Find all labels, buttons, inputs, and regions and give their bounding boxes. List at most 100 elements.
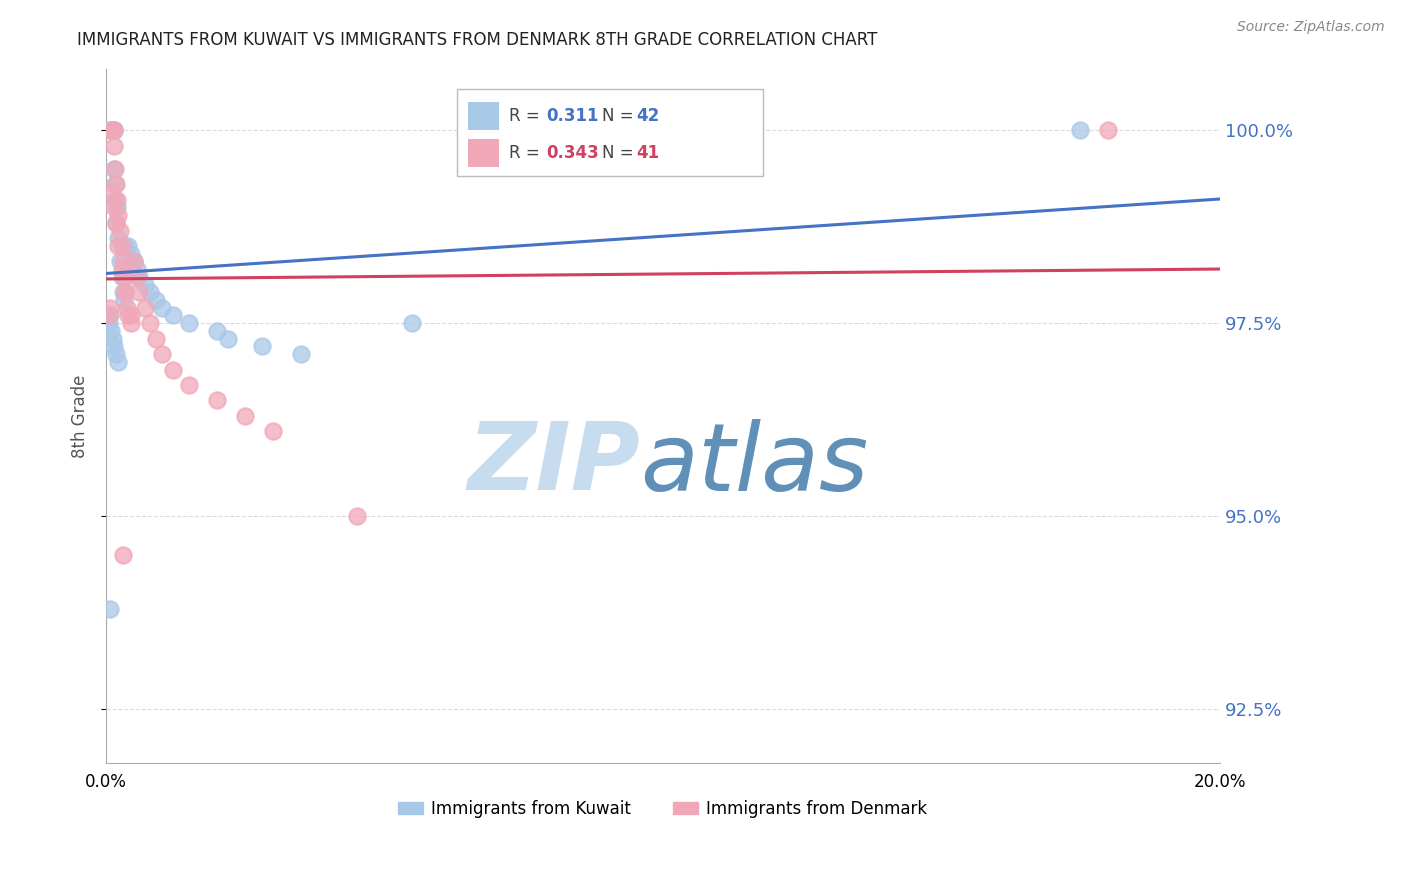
Point — [128, 269, 150, 284]
Point — [150, 301, 173, 315]
Point — [111, 254, 134, 268]
Text: IMMIGRANTS FROM KUWAIT VS IMMIGRANTS FROM DENMARK 8TH GRADE CORRELATION CHART: IMMIGRANTS FROM KUWAIT VS IMMIGRANTS FRO… — [77, 31, 877, 49]
Point — [98, 301, 121, 315]
Point — [112, 293, 135, 307]
Point — [111, 548, 134, 562]
Point — [179, 378, 201, 392]
Point — [103, 123, 125, 137]
Point — [150, 347, 173, 361]
Point — [207, 393, 229, 408]
Point — [105, 193, 128, 207]
Point — [145, 293, 167, 307]
Point — [290, 347, 312, 361]
Point — [103, 123, 125, 137]
Point — [101, 332, 124, 346]
Point — [250, 339, 273, 353]
Point — [105, 201, 128, 215]
Point — [100, 185, 122, 199]
Point — [179, 316, 201, 330]
Point — [107, 239, 129, 253]
Point — [103, 123, 125, 137]
Point — [112, 269, 135, 284]
Text: R =: R = — [509, 107, 540, 125]
Text: R =: R = — [509, 145, 540, 162]
Point — [122, 254, 145, 268]
Point — [125, 262, 148, 277]
Point — [262, 424, 284, 438]
Point — [120, 246, 142, 260]
Text: ZIP: ZIP — [468, 418, 641, 510]
Point — [114, 239, 136, 253]
Point — [162, 309, 184, 323]
Point — [122, 254, 145, 268]
Y-axis label: 8th Grade: 8th Grade — [72, 374, 89, 458]
Point — [128, 285, 150, 300]
Point — [103, 201, 125, 215]
Point — [120, 316, 142, 330]
Point — [117, 239, 139, 253]
Text: N =: N = — [602, 145, 633, 162]
Point — [98, 309, 121, 323]
Point — [117, 309, 139, 323]
Point — [111, 285, 134, 300]
Point — [100, 123, 122, 137]
Point — [98, 601, 121, 615]
Text: N =: N = — [602, 107, 633, 125]
Point — [125, 269, 148, 284]
Point — [101, 123, 124, 137]
Point — [100, 123, 122, 137]
Text: 0.343: 0.343 — [546, 145, 599, 162]
Legend: Immigrants from Kuwait, Immigrants from Denmark: Immigrants from Kuwait, Immigrants from … — [391, 793, 934, 824]
Point — [134, 277, 156, 292]
Text: 41: 41 — [636, 145, 659, 162]
Point — [103, 161, 125, 176]
Point — [114, 285, 136, 300]
Point — [139, 316, 162, 330]
Point — [101, 123, 124, 137]
Point — [104, 216, 127, 230]
Point — [217, 332, 239, 346]
Text: Source: ZipAtlas.com: Source: ZipAtlas.com — [1237, 20, 1385, 34]
Point — [104, 193, 127, 207]
Point — [107, 231, 129, 245]
Point — [104, 178, 127, 192]
Point — [346, 509, 368, 524]
Point — [104, 161, 127, 176]
Point — [108, 254, 131, 268]
Point — [120, 309, 142, 323]
Text: atlas: atlas — [641, 419, 869, 510]
Point — [139, 285, 162, 300]
Point — [101, 123, 124, 137]
Point — [134, 301, 156, 315]
Point — [104, 178, 127, 192]
FancyBboxPatch shape — [468, 102, 499, 129]
Point — [97, 309, 120, 323]
Point — [100, 123, 122, 137]
Point — [115, 301, 138, 315]
Point — [104, 216, 127, 230]
Text: 0.311: 0.311 — [546, 107, 599, 125]
Point — [104, 347, 127, 361]
Point — [107, 208, 129, 222]
Point — [107, 355, 129, 369]
Point — [110, 269, 132, 284]
FancyBboxPatch shape — [468, 139, 499, 167]
Point — [97, 316, 120, 330]
Point — [401, 316, 423, 330]
Point — [145, 332, 167, 346]
Point — [1069, 123, 1091, 137]
Point — [110, 262, 132, 277]
Text: 42: 42 — [636, 107, 659, 125]
Point — [108, 224, 131, 238]
Point — [110, 239, 132, 253]
Point — [233, 409, 256, 423]
Point — [100, 324, 122, 338]
Point — [162, 362, 184, 376]
Point — [103, 339, 125, 353]
Point — [207, 324, 229, 338]
Point — [114, 285, 136, 300]
FancyBboxPatch shape — [457, 89, 763, 177]
Point — [103, 138, 125, 153]
Point — [101, 123, 124, 137]
Point — [1097, 123, 1119, 137]
